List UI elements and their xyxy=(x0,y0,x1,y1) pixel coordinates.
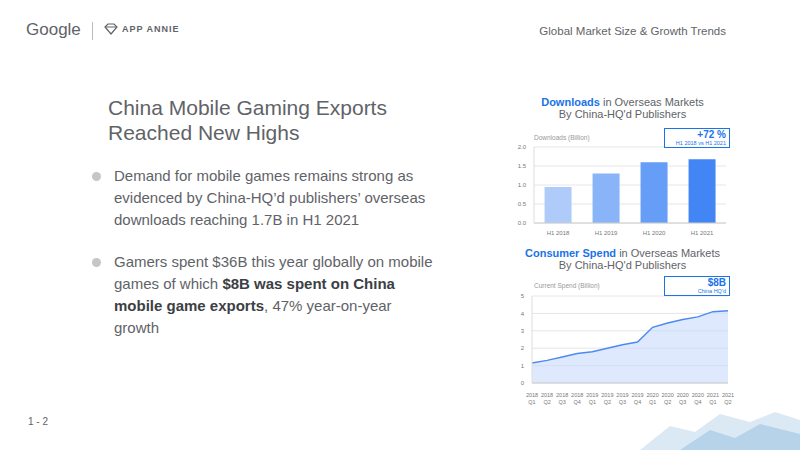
svg-text:2019Q4: 2019Q4 xyxy=(631,392,643,405)
svg-text:2018Q1: 2018Q1 xyxy=(526,392,538,405)
svg-text:2018Q3: 2018Q3 xyxy=(556,392,568,405)
html-text:By China-HQ'd Publishers: By China-HQ'd Publishers xyxy=(558,108,687,120)
html-text:China Mobile Gaming Exports Re: China Mobile Gaming Exports Reached New … xyxy=(108,96,387,144)
svg-text:1.5: 1.5 xyxy=(518,163,527,169)
html-text:Global Market Size & Growth Tr: Global Market Size & Growth Trends xyxy=(539,25,726,37)
svg-text:2020Q1: 2020Q1 xyxy=(646,392,658,405)
svg-text:2.0: 2.0 xyxy=(518,144,527,150)
svg-text:H1 2018: H1 2018 xyxy=(547,230,570,236)
html-text:1 - 2: 1 - 2 xyxy=(28,416,48,427)
svg-text:2019Q1: 2019Q1 xyxy=(586,392,598,405)
svg-text:0.5: 0.5 xyxy=(518,201,527,207)
svg-text:1.0: 1.0 xyxy=(518,182,527,188)
html-text:$8B: $8B xyxy=(707,277,726,288)
svg-text:2: 2 xyxy=(521,345,525,351)
svg-text:2020Q2: 2020Q2 xyxy=(662,392,674,405)
html-text:By China-HQ'd Publishers: By China-HQ'd Publishers xyxy=(558,259,687,271)
html-text:Downloads in Overseas Markets: Downloads in Overseas Markets xyxy=(541,96,704,108)
html-text:Consumer Spend in Overseas Mar: Consumer Spend in Overseas Markets xyxy=(525,247,720,259)
html-text:Downloads (Billion): Downloads (Billion) xyxy=(534,134,590,141)
svg-text:5: 5 xyxy=(521,293,525,299)
svg-text:2018Q4: 2018Q4 xyxy=(571,392,583,405)
html-text:+72 %: +72 % xyxy=(697,129,726,140)
svg-text:4: 4 xyxy=(521,311,525,317)
html-text:Current Spend (Billion): Current Spend (Billion) xyxy=(534,282,600,289)
svg-text:2020Q4: 2020Q4 xyxy=(692,392,704,405)
html-text:H1 2018 vs H1 2021: H1 2018 vs H1 2021 xyxy=(675,140,726,146)
svg-text:2020Q3: 2020Q3 xyxy=(677,392,689,405)
svg-text:2019Q2: 2019Q2 xyxy=(601,392,613,405)
html-text:Google: Google xyxy=(26,20,81,39)
svg-text:0.0: 0.0 xyxy=(518,220,527,226)
svg-text:1: 1 xyxy=(521,363,525,369)
html-text:APP ANNIE: APP ANNIE xyxy=(122,24,180,34)
svg-text:2018Q2: 2018Q2 xyxy=(541,392,553,405)
svg-text:H1 2019: H1 2019 xyxy=(595,230,618,236)
svg-text:H1 2020: H1 2020 xyxy=(643,230,666,236)
html-text:Gamers spent $36B this year gl: Gamers spent $36B this year globally on … xyxy=(114,253,433,336)
svg-text:2021Q1: 2021Q1 xyxy=(707,392,719,405)
svg-text:2021Q2: 2021Q2 xyxy=(722,392,734,405)
html-text:Demand for mobile games remain: Demand for mobile games remains strong a… xyxy=(114,167,426,228)
svg-text:2019Q3: 2019Q3 xyxy=(616,392,628,405)
svg-text:3: 3 xyxy=(521,328,525,334)
svg-text:0: 0 xyxy=(521,380,525,386)
svg-text:H1 2021: H1 2021 xyxy=(691,230,714,236)
html-text:China HQ'd: China HQ'd xyxy=(697,288,726,294)
